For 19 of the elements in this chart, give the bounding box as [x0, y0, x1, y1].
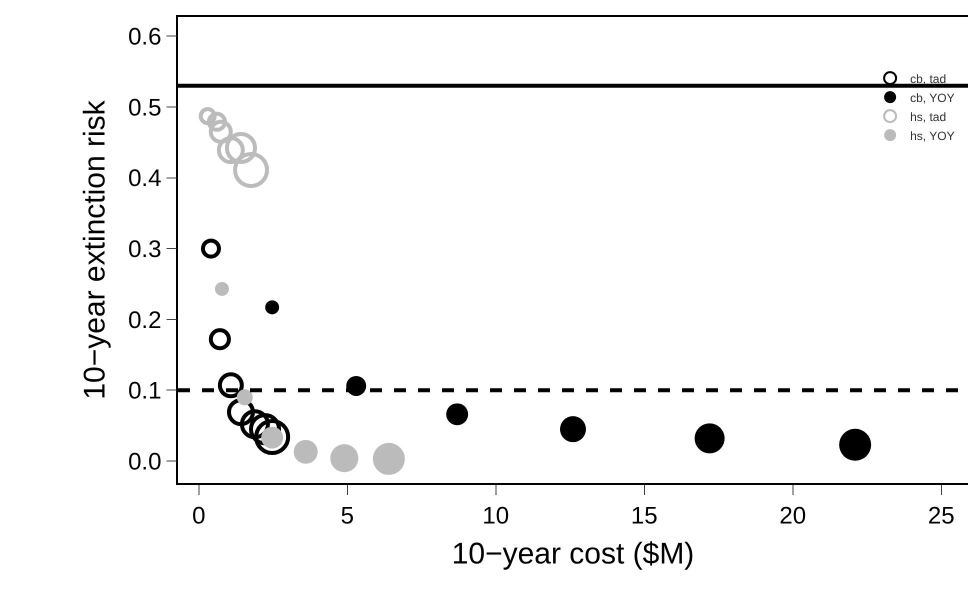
x-tick-label: 10	[482, 502, 510, 530]
legend-label: hs, YOY	[910, 128, 955, 143]
y-axis-title: 10−year extinction risk	[78, 99, 112, 400]
y-tick-label: 0.2	[128, 306, 162, 334]
legend-label: cb, tad	[910, 72, 946, 86]
x-axis-title: 10−year cost ($M)	[452, 538, 694, 571]
x-tick-label: 15	[630, 502, 658, 530]
legend-label: hs, tad	[910, 110, 946, 124]
y-tick-label: 0.3	[128, 236, 162, 263]
x-tick-label: 20	[779, 502, 806, 530]
y-tick-label: 0.5	[128, 94, 162, 122]
y-tick-label: 0.6	[128, 24, 162, 51]
y-tick-label: 0.1	[128, 378, 162, 405]
y-tick-label: 0.4	[128, 165, 162, 192]
y-tick-label: 0.0	[128, 448, 162, 476]
legend-label: cb, YOY	[910, 90, 955, 105]
x-tick-label: 25	[928, 502, 955, 530]
x-tick-label: 0	[192, 502, 206, 530]
x-tick-label: 5	[340, 502, 354, 530]
